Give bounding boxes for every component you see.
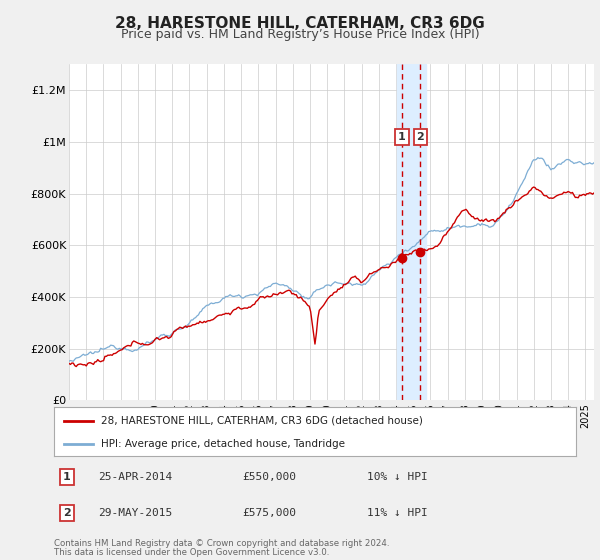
Text: 25-APR-2014: 25-APR-2014 <box>98 472 173 482</box>
Text: 28, HARESTONE HILL, CATERHAM, CR3 6DG (detached house): 28, HARESTONE HILL, CATERHAM, CR3 6DG (d… <box>101 416 423 426</box>
Text: 29-MAY-2015: 29-MAY-2015 <box>98 508 173 518</box>
Text: HPI: Average price, detached house, Tandridge: HPI: Average price, detached house, Tand… <box>101 439 345 449</box>
Text: 11% ↓ HPI: 11% ↓ HPI <box>367 508 428 518</box>
Text: Contains HM Land Registry data © Crown copyright and database right 2024.: Contains HM Land Registry data © Crown c… <box>54 539 389 548</box>
Text: 10% ↓ HPI: 10% ↓ HPI <box>367 472 428 482</box>
Text: 2: 2 <box>63 508 71 518</box>
Text: Price paid vs. HM Land Registry’s House Price Index (HPI): Price paid vs. HM Land Registry’s House … <box>121 28 479 41</box>
Text: This data is licensed under the Open Government Licence v3.0.: This data is licensed under the Open Gov… <box>54 548 329 557</box>
Text: 2: 2 <box>416 132 424 142</box>
Text: 28, HARESTONE HILL, CATERHAM, CR3 6DG: 28, HARESTONE HILL, CATERHAM, CR3 6DG <box>115 16 485 31</box>
Text: 1: 1 <box>398 132 406 142</box>
Text: £550,000: £550,000 <box>242 472 296 482</box>
Text: 1: 1 <box>63 472 71 482</box>
Text: £575,000: £575,000 <box>242 508 296 518</box>
Bar <box>397 64 426 400</box>
